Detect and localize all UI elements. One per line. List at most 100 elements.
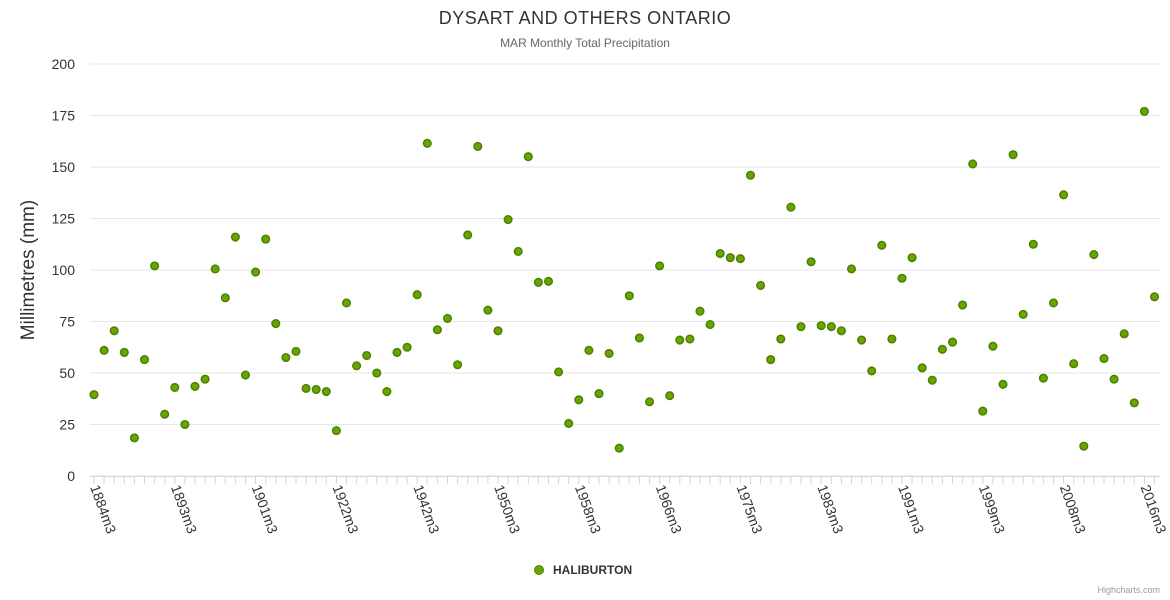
data-point[interactable] (402, 342, 412, 352)
data-point[interactable] (756, 280, 766, 291)
data-point[interactable] (432, 325, 442, 335)
data-point[interactable] (857, 335, 867, 345)
data-point[interactable] (160, 409, 170, 419)
data-point[interactable] (907, 253, 917, 263)
data-point[interactable] (836, 326, 846, 336)
data-point[interactable] (291, 346, 301, 356)
data-point[interactable] (584, 345, 594, 355)
data-point[interactable] (271, 319, 281, 329)
data-point[interactable] (109, 326, 119, 336)
data-point[interactable] (261, 234, 271, 244)
data-point[interactable] (372, 368, 382, 378)
data-point[interactable] (1109, 374, 1119, 384)
data-point[interactable] (745, 170, 756, 180)
data-point[interactable] (998, 379, 1008, 389)
data-point[interactable] (937, 344, 947, 354)
data-point[interactable] (1089, 250, 1099, 260)
data-point[interactable] (523, 152, 533, 162)
data-point[interactable] (341, 298, 352, 308)
data-point[interactable] (846, 264, 857, 274)
data-point[interactable] (705, 320, 715, 330)
data-point[interactable] (180, 419, 190, 430)
data-point[interactable] (139, 355, 150, 365)
data-point[interactable] (564, 418, 574, 429)
data-point[interactable] (240, 370, 251, 380)
data-point[interactable] (796, 322, 806, 332)
credits-link[interactable]: Highcharts.com (1097, 585, 1160, 595)
data-point[interactable] (422, 138, 432, 148)
data-point[interactable] (1048, 298, 1059, 308)
data-point[interactable] (251, 267, 261, 277)
data-point[interactable] (695, 306, 705, 316)
data-point[interactable] (99, 345, 109, 355)
data-point[interactable] (463, 230, 473, 240)
data-point[interactable] (786, 202, 796, 212)
data-point[interactable] (1028, 239, 1038, 249)
data-point[interactable] (311, 384, 321, 395)
data-point[interactable] (210, 264, 220, 274)
data-point[interactable] (614, 443, 624, 453)
data-point[interactable] (917, 363, 927, 373)
data-point[interactable] (887, 334, 897, 344)
data-point[interactable] (1008, 150, 1018, 160)
data-point[interactable] (927, 375, 937, 385)
data-point[interactable] (473, 141, 483, 151)
data-point[interactable] (1038, 373, 1048, 383)
data-point[interactable] (543, 276, 554, 286)
data-point[interactable] (877, 240, 887, 250)
data-point[interactable] (715, 248, 725, 259)
data-point[interactable] (776, 334, 786, 344)
data-point[interactable] (1149, 292, 1160, 302)
data-point[interactable] (513, 246, 523, 257)
data-point[interactable] (382, 386, 392, 397)
data-point[interactable] (190, 381, 200, 391)
data-point[interactable] (1018, 309, 1028, 319)
data-point[interactable] (624, 291, 634, 301)
data-point[interactable] (352, 361, 362, 371)
data-point[interactable] (392, 347, 402, 357)
data-point[interactable] (867, 366, 877, 376)
data-point[interactable] (1119, 329, 1129, 339)
data-point[interactable] (816, 321, 826, 331)
data-point[interactable] (493, 326, 503, 336)
data-point[interactable] (735, 254, 745, 264)
data-point[interactable] (129, 433, 139, 443)
data-point[interactable] (594, 389, 604, 399)
data-point[interactable] (150, 261, 160, 271)
data-point[interactable] (321, 386, 331, 397)
data-point[interactable] (200, 374, 210, 384)
data-point[interactable] (170, 382, 180, 392)
data-point[interactable] (675, 335, 685, 345)
data-point[interactable] (533, 277, 543, 287)
data-point[interactable] (968, 159, 978, 169)
data-point[interactable] (604, 348, 614, 358)
data-point[interactable] (806, 257, 816, 267)
legend-item-haliburton[interactable]: HALIBURTON (534, 563, 632, 577)
data-point[interactable] (665, 391, 675, 401)
data-point[interactable] (89, 390, 99, 400)
data-point[interactable] (574, 395, 584, 405)
data-point[interactable] (1069, 359, 1079, 369)
data-point[interactable] (897, 273, 907, 283)
data-point[interactable] (958, 300, 968, 310)
data-point[interactable] (978, 406, 988, 416)
data-point[interactable] (634, 333, 644, 343)
data-point[interactable] (988, 341, 998, 351)
data-point[interactable] (1079, 441, 1089, 451)
data-point[interactable] (947, 337, 958, 347)
data-point[interactable] (301, 383, 311, 394)
data-point[interactable] (1129, 398, 1139, 408)
data-point[interactable] (281, 353, 291, 363)
data-point[interactable] (483, 305, 493, 315)
data-point[interactable] (503, 214, 513, 225)
data-point[interactable] (1139, 106, 1149, 116)
data-point[interactable] (412, 290, 422, 300)
data-point[interactable] (766, 355, 776, 365)
data-point[interactable] (362, 350, 372, 361)
data-point[interactable] (442, 313, 453, 323)
data-point[interactable] (644, 397, 655, 407)
data-point[interactable] (725, 253, 735, 263)
data-point[interactable] (554, 367, 564, 377)
data-point[interactable] (1059, 190, 1069, 200)
data-point[interactable] (119, 347, 129, 357)
